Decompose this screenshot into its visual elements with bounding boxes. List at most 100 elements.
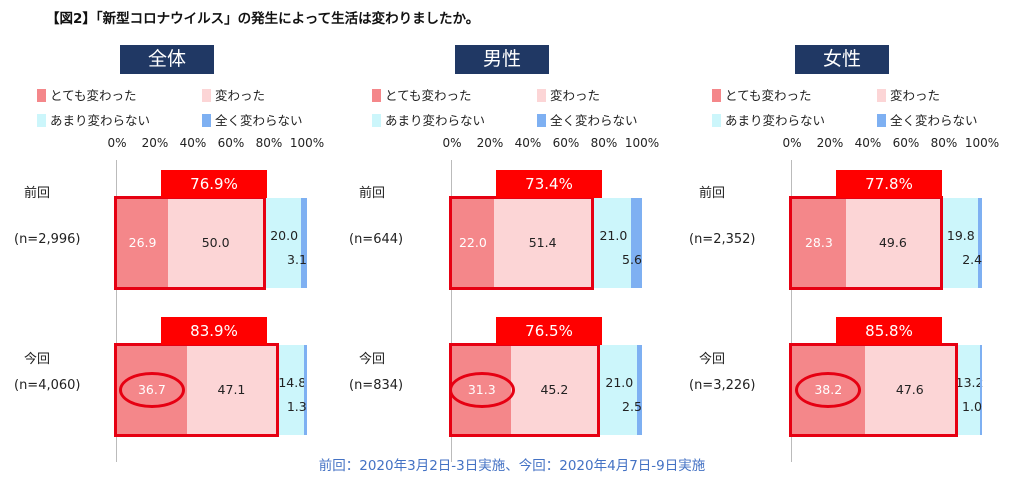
highlight-ellipse [795, 372, 862, 408]
bar-segment [186, 345, 277, 435]
axis-tick-label: 80% [590, 136, 618, 150]
changed-total-callout: 76.9% [161, 170, 267, 198]
row-sample-size: (n=834) [349, 378, 404, 393]
axis-tick-label: 0% [442, 136, 462, 150]
row-label: 今回 [359, 352, 386, 367]
data-label: 26.9 [128, 235, 157, 250]
legend-item: あまり変わらない [372, 113, 485, 128]
row-sample-size: (n=4,060) [14, 378, 81, 393]
data-label: 2.5 [622, 399, 642, 414]
legend-swatch [712, 89, 721, 102]
data-label: 28.3 [804, 235, 833, 250]
legend-swatch [372, 89, 381, 102]
legend-swatch [712, 114, 721, 127]
legend-item: 全く変わらない [537, 113, 638, 128]
bar-segment [597, 345, 638, 435]
bar-segment [301, 198, 307, 288]
axis-baseline [451, 160, 452, 462]
chart-title: 【図2】「新型コロナウイルス」の発生によって生活は変わりましたか。 [46, 11, 480, 27]
changed-total-callout: 77.8% [836, 170, 942, 198]
axis-tick-label: 100% [964, 136, 1000, 150]
axis-tick-label: 80% [255, 136, 283, 150]
bar-segment [977, 198, 983, 288]
data-label: 22.0 [458, 235, 487, 250]
changed-total-callout: 73.4% [496, 170, 602, 198]
legend-label: 全く変わらない [550, 113, 638, 128]
legend-item: あまり変わらない [712, 113, 825, 128]
bar-segment [845, 198, 940, 288]
axis-tick-label: 40% [179, 136, 207, 150]
legend-item: あまり変わらない [37, 113, 150, 128]
axis-tick-label: 100% [624, 136, 660, 150]
legend-swatch [537, 114, 546, 127]
axis-tick-label: 60% [892, 136, 920, 150]
legend-label: 変わった [550, 88, 601, 103]
bar-segment [452, 198, 494, 288]
legend-item: 変わった [877, 88, 940, 103]
axis-tick-label: 20% [141, 136, 169, 150]
row-sample-size: (n=3,226) [689, 378, 756, 393]
row-label: 前回 [359, 186, 386, 201]
data-label: 3.1 [287, 252, 307, 267]
legend-swatch [877, 89, 886, 102]
highlight-ellipse [448, 372, 515, 408]
legend-item: とても変わった [712, 88, 812, 103]
highlight-ellipse [118, 372, 185, 408]
legend-label: 変わった [890, 88, 941, 103]
legend-label: あまり変わらない [50, 113, 151, 128]
data-label: 19.8 [946, 228, 975, 243]
bar-segment [792, 198, 846, 288]
legend-item: 全く変わらない [202, 113, 303, 128]
data-label: 5.6 [622, 252, 642, 267]
axis-tick-label: 40% [514, 136, 542, 150]
legend-label: とても変わった [385, 88, 472, 103]
legend-item: とても変わった [37, 88, 137, 103]
bar-segment [168, 198, 264, 288]
changed-total-callout: 83.9% [161, 317, 267, 345]
axis-tick-label: 20% [476, 136, 504, 150]
bar-segment [955, 345, 981, 435]
data-label: 13.2 [955, 375, 984, 390]
row-label: 前回 [24, 186, 51, 201]
data-label: 47.1 [217, 382, 246, 397]
bar-segment [276, 345, 305, 435]
data-label: 21.0 [599, 228, 628, 243]
legend-label: とても変わった [725, 88, 812, 103]
bar-segment [511, 345, 598, 435]
changed-total-callout: 76.5% [496, 317, 602, 345]
bar-segment [940, 198, 978, 288]
legend-label: 変わった [215, 88, 266, 103]
legend-item: 全く変わらない [877, 113, 978, 128]
legend-label: あまり変わらない [725, 113, 826, 128]
data-label: 49.6 [878, 235, 907, 250]
legend-swatch [37, 114, 46, 127]
bar-segment [263, 198, 302, 288]
row-label: 今回 [699, 352, 726, 367]
data-label: 20.0 [270, 228, 299, 243]
legend-item: 変わった [537, 88, 600, 103]
panel-title: 男性 [455, 45, 549, 74]
panel-title: 女性 [795, 45, 889, 74]
row-label: 今回 [24, 352, 51, 367]
axis-tick-label: 20% [816, 136, 844, 150]
legend-swatch [537, 89, 546, 102]
bar-segment [493, 198, 592, 288]
row-sample-size: (n=2,996) [14, 232, 81, 247]
data-label: 47.6 [895, 382, 924, 397]
bar-segment [637, 345, 642, 435]
bar-segment [117, 198, 169, 288]
legend-swatch [37, 89, 46, 102]
data-label: 14.8 [278, 375, 307, 390]
data-label: 51.4 [528, 235, 557, 250]
panel-title: 全体 [120, 45, 214, 74]
data-label: 1.0 [962, 399, 982, 414]
row-sample-size: (n=2,352) [689, 232, 756, 247]
legend-swatch [202, 89, 211, 102]
legend-swatch [372, 114, 381, 127]
legend-item: 変わった [202, 88, 265, 103]
bar-segment [864, 345, 956, 435]
axis-tick-label: 60% [552, 136, 580, 150]
bar-segment [304, 345, 307, 435]
legend-label: あまり変わらない [385, 113, 486, 128]
axis-tick-label: 0% [107, 136, 127, 150]
